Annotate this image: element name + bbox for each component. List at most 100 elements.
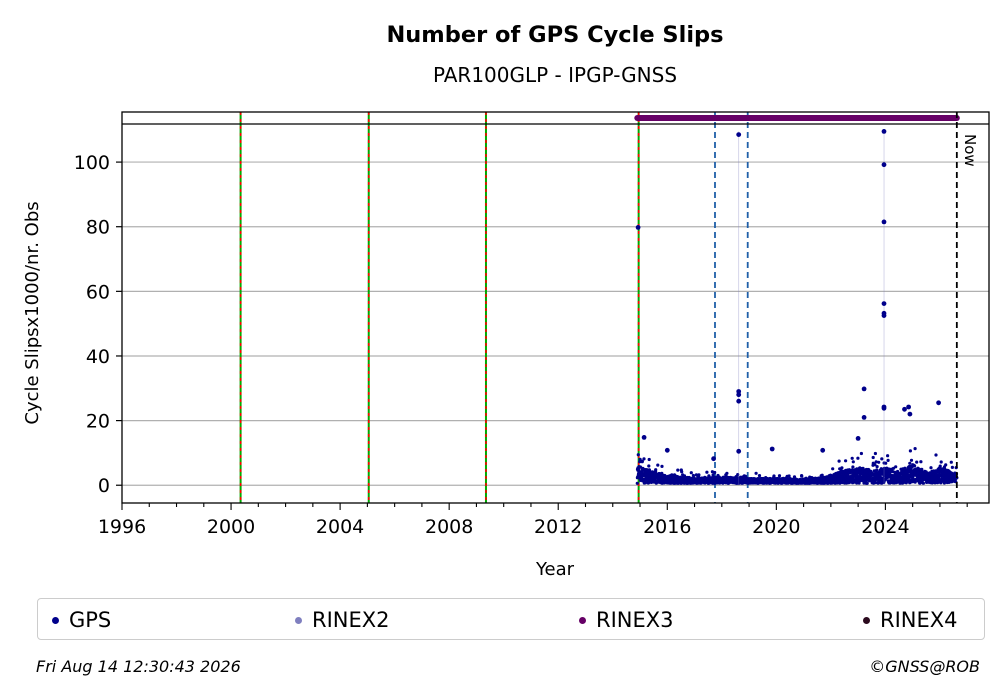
y-tick-label: 80 — [86, 217, 110, 239]
data-point — [654, 468, 658, 472]
data-point — [920, 467, 924, 471]
data-point — [792, 475, 797, 479]
data-point — [881, 405, 887, 411]
data-point — [908, 461, 912, 465]
y-tick-label: 0 — [98, 475, 110, 497]
data-point — [913, 464, 917, 468]
data-point — [913, 447, 917, 451]
data-point — [660, 464, 664, 468]
x-tick-label: 2012 — [534, 516, 582, 538]
data-point — [851, 465, 855, 469]
data-point — [736, 448, 742, 454]
legend-item-gps: GPS — [52, 599, 111, 641]
timestamp: Fri Aug 14 12:30:43 2026 — [36, 657, 241, 676]
data-point — [736, 392, 742, 398]
data-point — [873, 451, 878, 456]
data-point — [757, 474, 762, 478]
data-point — [886, 458, 890, 462]
x-tick-label: 2004 — [316, 516, 364, 538]
data-point — [886, 454, 890, 458]
plot-area — [122, 112, 989, 503]
data-point — [851, 460, 855, 464]
data-point — [635, 225, 641, 230]
data-point — [777, 474, 782, 478]
data-point — [875, 465, 879, 469]
data-point — [906, 404, 911, 410]
data-point — [938, 464, 942, 468]
data-point — [875, 468, 879, 472]
data-point — [638, 457, 642, 461]
data-point — [676, 468, 680, 472]
y-tick-label: 40 — [86, 346, 110, 368]
legend: GPS RINEX2 RINEX3 RINEX4 — [37, 598, 985, 640]
gps-marker-icon — [52, 616, 59, 624]
data-point — [919, 460, 923, 464]
chart-title: Number of GPS Cycle Slips — [386, 22, 723, 48]
data-point — [736, 132, 742, 138]
x-tick-label: 2008 — [425, 516, 473, 538]
now-label: Now — [961, 134, 979, 167]
data-point — [861, 415, 867, 420]
data-point — [656, 463, 660, 467]
data-point — [647, 464, 651, 468]
data-point — [950, 465, 955, 469]
credit: ©GNSS@ROB — [869, 657, 980, 676]
data-point — [908, 449, 913, 453]
data-point — [907, 411, 913, 417]
data-point — [909, 458, 914, 462]
y-tick-label: 100 — [74, 152, 110, 174]
legend-item-rinex3: RINEX3 — [579, 599, 674, 641]
data-point — [881, 162, 887, 168]
rinex2-marker-icon — [295, 616, 302, 624]
data-point — [855, 436, 861, 441]
data-point — [725, 471, 729, 475]
data-point — [713, 470, 717, 475]
data-point — [831, 467, 835, 471]
data-point — [787, 474, 791, 478]
data-point — [711, 456, 716, 462]
data-point — [865, 481, 869, 485]
data-point — [859, 451, 864, 456]
data-point — [939, 460, 943, 464]
data-point — [873, 481, 877, 485]
data-point — [881, 219, 887, 225]
data-point — [884, 461, 888, 465]
data-point — [856, 456, 860, 460]
x-tick-label: 2000 — [207, 516, 255, 538]
y-axis-label: Cycle Slipsx1000/nr. Obs — [22, 201, 43, 424]
legend-label: RINEX3 — [596, 608, 674, 632]
data-point — [820, 447, 826, 453]
data-point — [635, 481, 639, 485]
data-point — [894, 465, 898, 469]
data-point — [664, 447, 670, 453]
data-point — [921, 481, 926, 485]
data-point — [877, 460, 881, 464]
data-point — [769, 446, 775, 452]
data-point — [929, 466, 933, 470]
data-point — [902, 406, 907, 412]
data-point — [736, 398, 742, 404]
x-tick-label: 2024 — [861, 516, 909, 538]
x-tick-label: 2020 — [752, 516, 800, 538]
data-point — [840, 466, 844, 470]
data-point — [689, 471, 693, 475]
data-point — [873, 463, 877, 467]
data-point — [850, 456, 854, 460]
data-point — [800, 474, 804, 478]
data-point — [647, 457, 651, 462]
data-point — [636, 453, 640, 457]
x-tick-label: 2016 — [643, 516, 691, 538]
data-point — [944, 463, 948, 467]
chart-subtitle: PAR100GLP - IPGP-GNSS — [433, 63, 677, 87]
data-point — [641, 435, 647, 440]
data-point — [936, 400, 941, 406]
legend-label: GPS — [69, 608, 112, 632]
rinex3-marker-icon — [579, 616, 586, 624]
data-point — [915, 460, 919, 464]
data-point — [640, 459, 644, 463]
data-point — [896, 469, 900, 474]
data-point — [697, 473, 701, 477]
data-point — [871, 455, 875, 460]
data-point — [837, 459, 841, 463]
